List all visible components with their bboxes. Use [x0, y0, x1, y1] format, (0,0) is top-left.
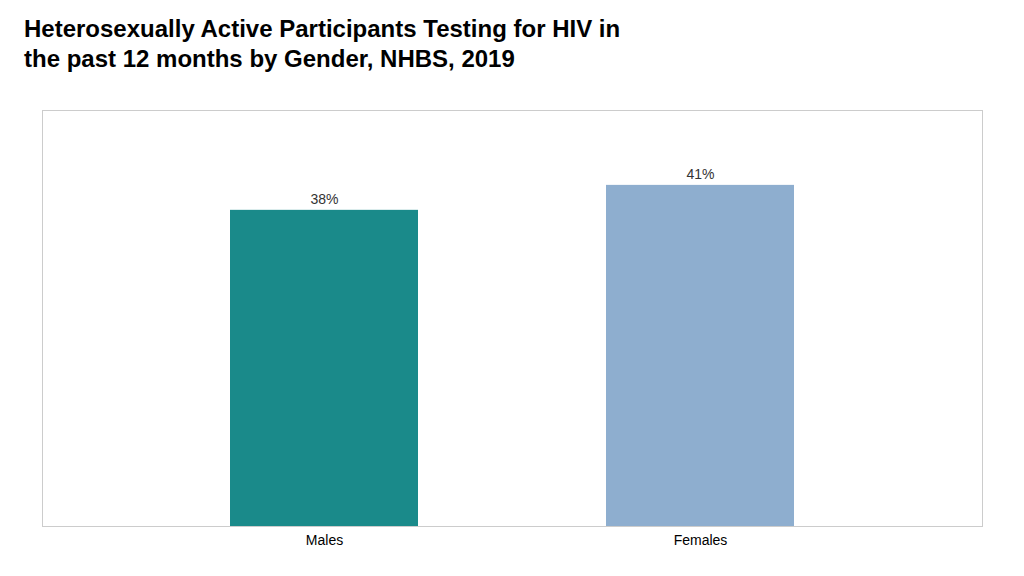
svg-text:41%: 41% — [686, 166, 714, 182]
svg-text:Males: Males — [306, 532, 343, 548]
svg-text:Females: Females — [674, 532, 728, 548]
html-text:Heterosexually Active Particip: Heterosexually Active Participants Testi… — [24, 15, 621, 72]
svg-text:38%: 38% — [310, 191, 338, 207]
